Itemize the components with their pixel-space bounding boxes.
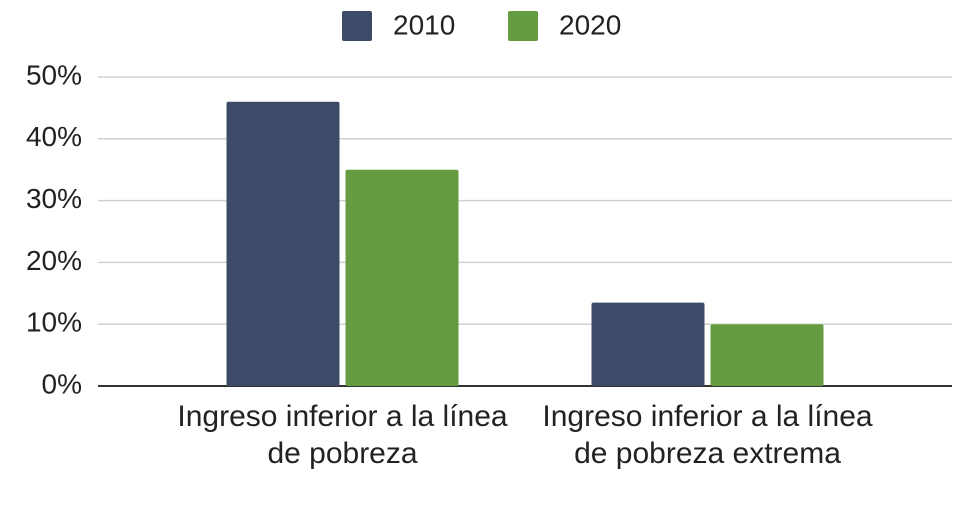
legend-label: 2020: [559, 9, 621, 40]
legend-swatch: [508, 11, 538, 41]
bar: [226, 101, 340, 386]
bar: [710, 324, 824, 386]
x-tick-label: Ingreso inferior a la línea de pobreza: [177, 400, 508, 470]
y-tick-label: 20%: [26, 245, 82, 276]
bar: [345, 169, 459, 386]
y-tick-label: 10%: [26, 307, 82, 338]
y-tick-label: 30%: [26, 183, 82, 214]
legend-swatch: [342, 11, 372, 41]
y-tick-label: 40%: [26, 121, 82, 152]
bar: [591, 302, 705, 386]
legend-label: 2010: [393, 9, 455, 40]
y-tick-label: 50%: [26, 59, 82, 90]
y-tick-label: 0%: [42, 368, 82, 399]
x-tick-label: Ingreso inferior a la línea de pobreza e…: [542, 400, 873, 470]
